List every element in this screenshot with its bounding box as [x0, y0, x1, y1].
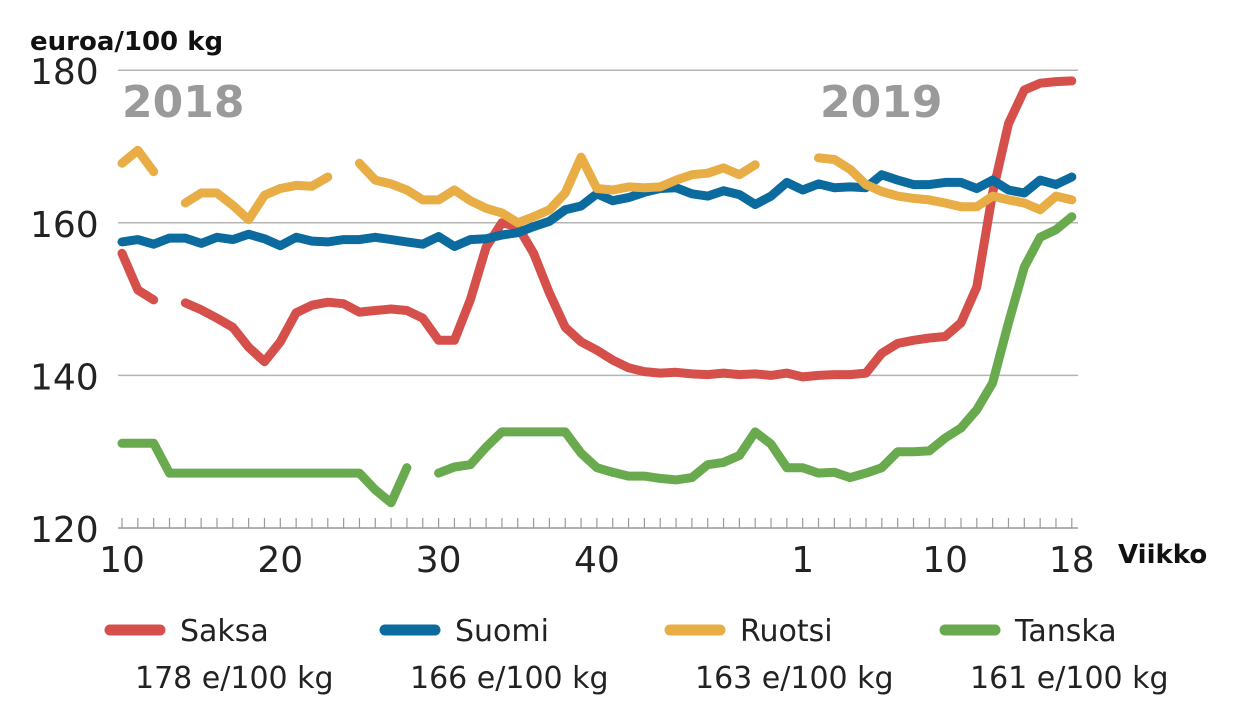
x-tick-label: 1 [791, 540, 814, 581]
legend-series-name: Suomi [455, 614, 549, 649]
legend-series-name: Tanska [1014, 614, 1117, 649]
legend-item-saksa: Saksa 178 e/100 kg [104, 614, 334, 696]
y-tick-label: 180 [30, 52, 99, 93]
legend: Saksa 178 e/100 kg Suomi 166 e/100 kg Ruotsi… [104, 614, 1169, 696]
legend-series-name: Saksa [180, 614, 269, 649]
y-tick-label: 120 [30, 510, 99, 551]
year-label-2019: 2019 [820, 77, 942, 128]
y-tick-label: 140 [30, 357, 99, 398]
series-tanska [117, 212, 1077, 508]
series-lines [117, 76, 1077, 508]
legend-series-value: 161 e/100 kg [970, 661, 1169, 696]
line-segment-saksa [117, 248, 159, 305]
series-suomi [117, 170, 1077, 251]
year-label-2018: 2018 [122, 77, 244, 128]
x-tick-label: 30 [416, 540, 462, 581]
x-tick-label: 20 [257, 540, 303, 581]
x-tick-label: 18 [1049, 540, 1095, 581]
series-ruotsi [117, 145, 1077, 228]
legend-item-ruotsi: Ruotsi 163 e/100 kg [664, 614, 894, 696]
line-segment-ruotsi [354, 152, 760, 228]
line-segment-saksa [180, 76, 1077, 382]
x-axis-label: Viikko [1118, 540, 1207, 570]
y-tick-label: 160 [30, 205, 99, 246]
x-tick-label: 10 [99, 540, 145, 581]
x-tick-label: 10 [922, 540, 968, 581]
legend-series-name: Ruotsi [740, 614, 833, 649]
gridlines [118, 69, 1078, 377]
series-saksa [117, 76, 1077, 382]
legend-series-value: 166 e/100 kg [410, 661, 609, 696]
line-segment-ruotsi [180, 172, 333, 225]
x-tick-label: 40 [574, 540, 620, 581]
y-axis-unit-label: euroa/100 kg [30, 27, 223, 57]
x-axis: 10 20 30 40 1 10 18 [99, 518, 1095, 581]
line-segment-tanska [434, 212, 1077, 485]
y-tick-labels: 120 140 160 180 [30, 52, 99, 551]
legend-series-value: 163 e/100 kg [695, 661, 894, 696]
line-segment-suomi [117, 170, 1077, 251]
legend-item-suomi: Suomi 166 e/100 kg [379, 614, 609, 696]
legend-item-tanska: Tanska 161 e/100 kg [939, 614, 1169, 696]
legend-series-value: 178 e/100 kg [135, 661, 334, 696]
line-segment-tanska [117, 438, 412, 508]
line-segment-ruotsi [814, 153, 1077, 215]
line-segment-ruotsi [117, 145, 159, 177]
